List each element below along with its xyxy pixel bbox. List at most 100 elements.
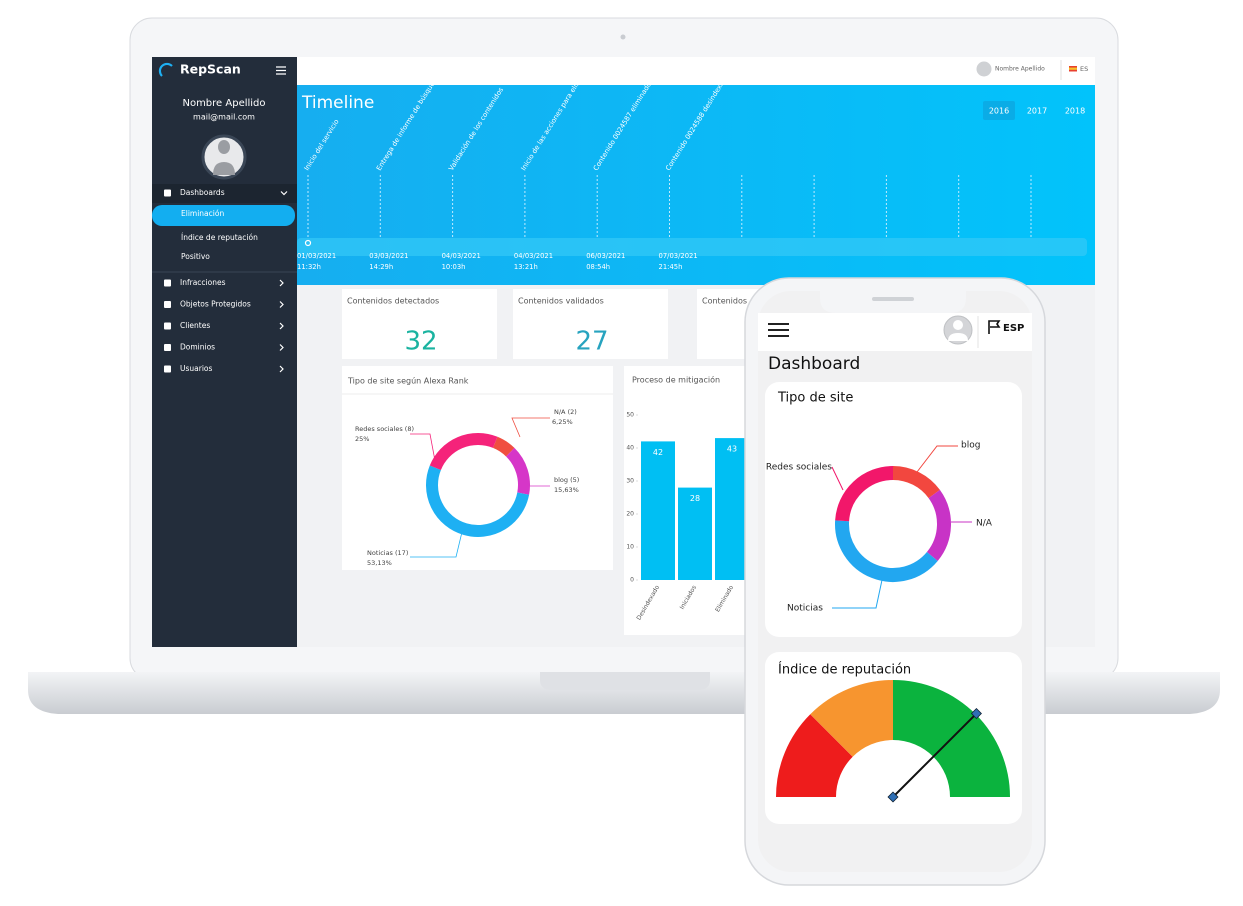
event-time: 13:21h — [514, 263, 538, 271]
site-type-title: Tipo de site según Alexa Rank — [347, 377, 469, 386]
avatar — [201, 134, 247, 180]
year-button[interactable]: 2018 — [1065, 107, 1085, 116]
y-tick-label: 10 — [626, 544, 634, 551]
bar — [678, 487, 712, 580]
event-date: 06/03/2021 — [586, 252, 625, 260]
gauge-band — [810, 680, 893, 757]
flag-stripe — [1069, 67, 1077, 70]
menu-active-group — [152, 184, 297, 203]
submenu-item[interactable]: Positivo — [181, 252, 210, 261]
laptop: RepScan Nombre Apellido mail@mail.com Da… — [28, 17, 1220, 714]
leader-line — [916, 445, 958, 473]
phone-language[interactable]: ESP — [1003, 323, 1024, 334]
menu-chevron — [279, 322, 284, 330]
leader-line — [410, 433, 437, 467]
bar — [715, 438, 749, 580]
top-avatar — [976, 61, 992, 77]
segment-label: N/A — [976, 519, 993, 529]
phone-site-title: Tipo de site — [777, 391, 853, 406]
menu-chevron — [279, 301, 284, 308]
stat-value: 32 — [404, 327, 437, 357]
donut-segment — [429, 433, 498, 471]
top-user[interactable]: Nombre Apellido — [995, 66, 1045, 73]
year-selected — [983, 101, 1015, 120]
segment-label: blog (5) — [554, 476, 579, 484]
event-date: 07/03/2021 — [659, 252, 698, 260]
leader-line — [410, 531, 463, 558]
menu-item[interactable]: Dominios — [180, 343, 215, 352]
menu-item[interactable]: Dashboards — [180, 188, 225, 197]
menu-toggle[interactable] — [276, 66, 286, 75]
phone-flag — [988, 320, 1001, 334]
year-button[interactable]: 2017 — [1027, 107, 1047, 116]
top-language[interactable]: ES — [1080, 65, 1088, 73]
user-name: Nombre Apellido — [182, 98, 265, 109]
timeline-title: Timeline — [301, 93, 374, 113]
stat-card — [513, 289, 668, 359]
y-tick-label: 0 — [630, 577, 634, 584]
segment-label: Redes sociales (8) — [355, 425, 414, 433]
laptop-notch — [540, 672, 710, 690]
menu-icon — [164, 344, 171, 351]
phone-header — [758, 313, 1032, 351]
menu-chevron — [279, 279, 284, 287]
bar-value: 28 — [690, 494, 700, 503]
phone-title: Dashboard — [768, 354, 860, 374]
site-type-card — [765, 382, 1022, 637]
event-date: 01/03/2021 — [297, 252, 336, 260]
avatar-person — [213, 140, 235, 175]
segment-value: 25% — [355, 435, 369, 443]
bar-value: 43 — [727, 445, 737, 454]
needle-end — [970, 708, 982, 720]
phone-menu[interactable] — [768, 323, 789, 337]
laptop-screen: RepScan Nombre Apellido mail@mail.com Da… — [152, 57, 1095, 647]
donut-segment — [505, 447, 530, 495]
menu-item[interactable]: Clientes — [180, 321, 210, 330]
y-tick-label: 50 — [626, 412, 634, 419]
year-button[interactable]: 2016 — [989, 107, 1009, 116]
menu-item[interactable]: Objetos Protegidos — [180, 300, 251, 309]
stat-label: Contenidos validados — [518, 297, 604, 306]
user-email: mail@mail.com — [193, 113, 255, 122]
donut-segment — [892, 466, 940, 499]
donut-segment — [426, 465, 530, 537]
menu-chevron — [280, 191, 288, 196]
topbar — [297, 57, 1095, 85]
menu-icon — [164, 189, 171, 197]
stat-card — [342, 289, 497, 359]
submenu-item[interactable]: Eliminación — [181, 209, 224, 218]
submenu-item[interactable]: Índice de reputación — [181, 233, 258, 242]
segment-label: Redes sociales — [766, 463, 832, 473]
menu-selected — [152, 205, 295, 226]
phone-notch — [820, 291, 966, 313]
y-tick-label: 40 — [626, 445, 634, 452]
stat-label: Contenidos detectados — [347, 297, 439, 306]
menu-icon — [164, 301, 171, 308]
event-time: 08:54h — [586, 263, 610, 271]
segment-label: N/A (2) — [554, 408, 577, 416]
logo-icon — [158, 62, 173, 77]
leader-line — [832, 579, 883, 609]
event-time: 21:45h — [659, 263, 683, 271]
phone: ESP Dashboard Tipo de site blog N/A Notici… — [744, 277, 1046, 886]
menu-chevron — [279, 344, 284, 351]
menu-item[interactable]: Infracciones — [180, 278, 226, 287]
y-tick-label: 30 — [626, 478, 634, 485]
donut-segment — [926, 489, 951, 561]
speaker — [872, 297, 914, 301]
stat-label: Contenidos — [702, 297, 747, 306]
y-tick-label: 20 — [626, 511, 634, 518]
segment-value: 53,13% — [367, 559, 392, 567]
timeline-track — [297, 238, 1087, 256]
reputation-title: Índice de reputación — [778, 662, 911, 678]
event-time: 11:32h — [297, 263, 321, 271]
event-date: 03/03/2021 — [369, 252, 408, 260]
segment-value: 15,63% — [554, 486, 579, 494]
mitigation-title: Proceso de mitigación — [632, 375, 720, 385]
needle-end — [887, 791, 899, 803]
gauge-band — [776, 714, 853, 797]
phone-avatar-person — [948, 320, 968, 341]
menu-item[interactable]: Usuarios — [180, 364, 213, 373]
gauge-needle — [892, 712, 978, 798]
stat-value: 27 — [575, 327, 608, 357]
